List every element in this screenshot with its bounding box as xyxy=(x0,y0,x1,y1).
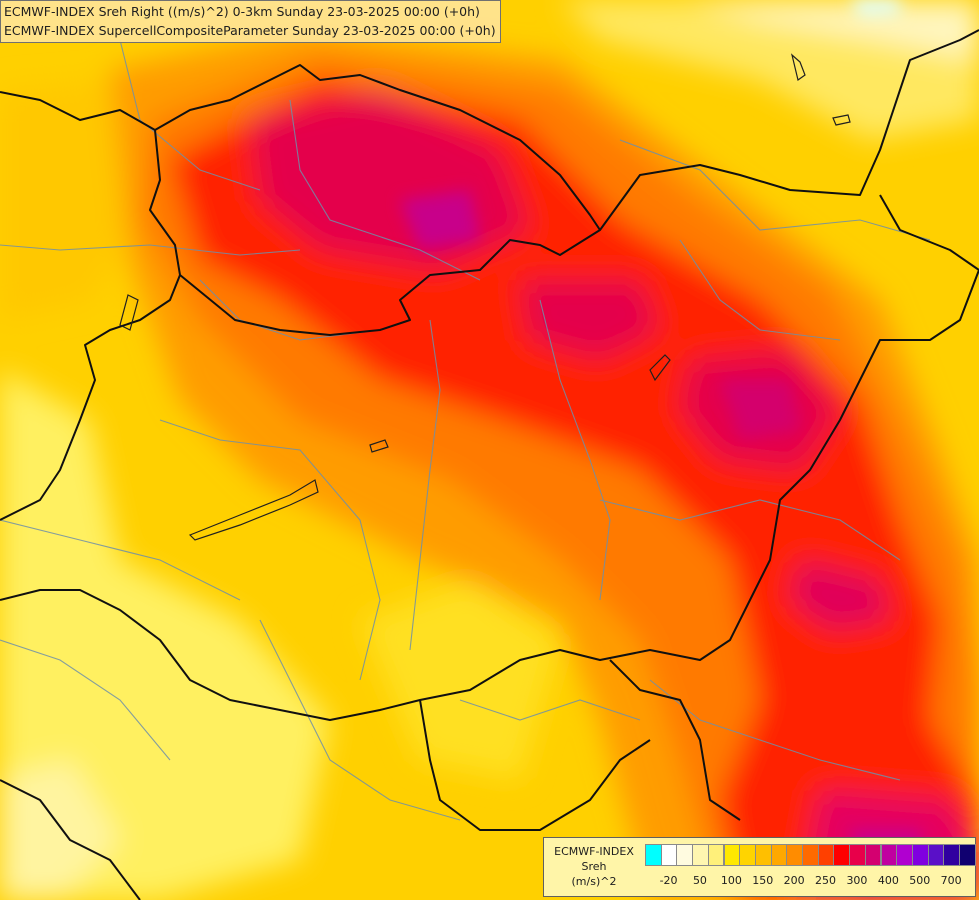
legend-color-cell xyxy=(645,844,662,866)
legend-color-cell xyxy=(817,844,835,866)
legend-color-cell xyxy=(959,844,976,866)
legend-tick-label: 150 xyxy=(752,874,774,887)
legend-color-cell xyxy=(786,844,803,866)
legend-color-cell xyxy=(864,844,882,866)
legend-color-cell xyxy=(676,844,694,866)
legend-color-cell xyxy=(943,844,960,866)
legend-color-cell xyxy=(802,844,819,866)
legend-color-cell xyxy=(723,844,741,866)
legend-color-cell xyxy=(707,844,725,866)
legend-tick-label: 250 xyxy=(815,874,837,887)
legend-tick-label: 300 xyxy=(846,874,868,887)
legend-color-cell xyxy=(754,844,772,866)
legend-unit: (m/s)^2 xyxy=(571,875,617,888)
legend-color-cell xyxy=(849,844,866,866)
legend-tick-label: 200 xyxy=(783,874,805,887)
legend-color-cell xyxy=(911,844,929,866)
legend-color-cell xyxy=(833,844,851,866)
secondary-boundaries xyxy=(0,39,931,821)
legend-color-cell xyxy=(692,844,709,866)
legend-tick-label: 500 xyxy=(909,874,931,887)
color-legend: ECMWF-INDEX Sreh (m/s)^2 -20 50 100 150 200 2… xyxy=(543,837,976,897)
lakes-rivers xyxy=(119,53,851,541)
legend-color-cell xyxy=(927,844,945,866)
legend-tick-label: 100 xyxy=(720,874,742,887)
legend-tick-label: 400 xyxy=(877,874,899,887)
title-line-sreh: ECMWF-INDEX Sreh Right ((m/s)^2) 0-3km S… xyxy=(4,4,480,19)
legend-tick-label: -20 xyxy=(659,874,678,887)
legend-model: ECMWF-INDEX xyxy=(554,845,634,858)
title-line-scp: ECMWF-INDEX SupercellCompositeParameter … xyxy=(4,23,496,38)
legend-tick-label: 50 xyxy=(692,874,707,887)
legend-color-bar xyxy=(645,844,976,866)
legend-color-cell xyxy=(896,844,913,866)
country-borders xyxy=(0,29,979,900)
legend-color-cell xyxy=(880,844,898,866)
legend-tick-label: 700 xyxy=(940,874,962,887)
legend-color-cell xyxy=(739,844,756,866)
legend-label: ECMWF-INDEX Sreh (m/s)^2 xyxy=(544,844,644,889)
legend-parameter: Sreh xyxy=(581,860,607,873)
map-title-box: ECMWF-INDEX Sreh Right ((m/s)^2) 0-3km S… xyxy=(0,0,501,43)
legend-color-cell xyxy=(660,844,678,866)
legend-color-cell xyxy=(770,844,788,866)
